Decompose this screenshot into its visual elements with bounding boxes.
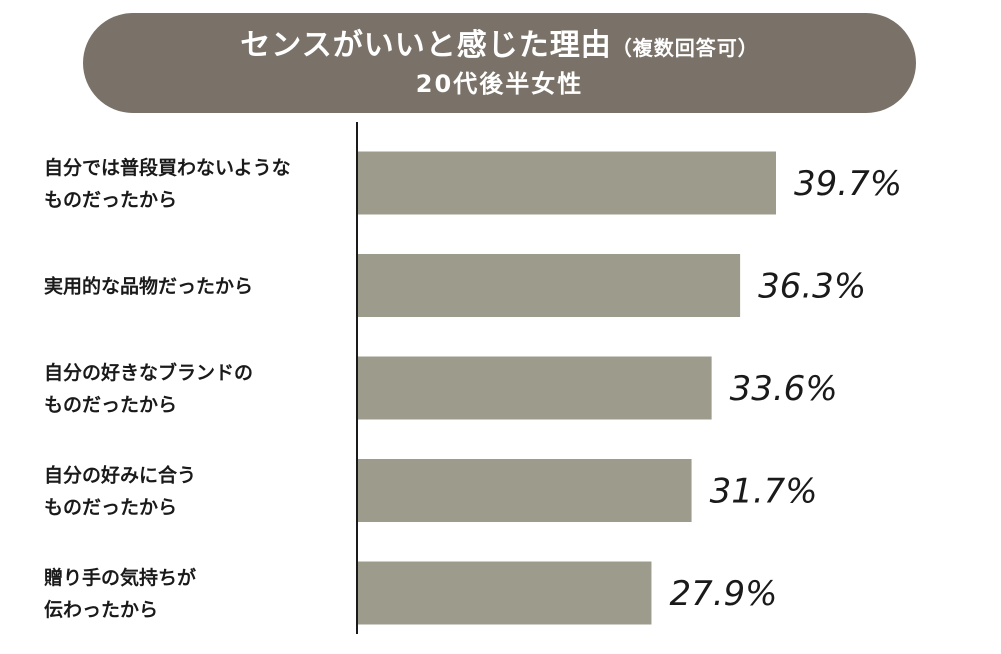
category-label-2-0: 自分の好きなブランドの [44,361,253,384]
chart-subtitle: 20代後半女性 [415,70,584,98]
value-label-4: 27.9% [669,574,777,614]
category-label-0-0: 自分では普段買わないような [44,156,291,179]
value-label-2: 33.6% [730,369,838,409]
bar-3 [357,459,692,522]
chart-title-text: センスがいいと感じた理由 [240,28,612,63]
value-label-3: 31.7% [710,472,818,512]
bar-4 [357,561,652,625]
chart-title: センスがいいと感じた理由（複数回答可） [240,26,758,68]
bar-2 [357,356,712,420]
category-label-4-0: 贈り手の気持ちが [44,566,196,589]
category-label-3-0: 自分の好みに合う [44,464,196,487]
value-label-1: 36.3% [758,267,866,307]
category-label-2-1: ものだったから [44,394,177,416]
value-label-0: 39.7% [794,164,902,204]
chart-title-note: （複数回答可） [611,36,759,60]
category-label-0-1: ものだったから [44,189,177,211]
category-label-4-1: 伝わったから [44,599,158,621]
bar-0 [357,151,776,215]
category-label-3-1: ものだったから [44,497,177,519]
bar-1 [357,254,741,317]
chart-title-banner: センスがいいと感じた理由（複数回答可） 20代後半女性 [83,13,916,113]
category-label-1-0: 実用的な品物だったから [44,275,253,298]
